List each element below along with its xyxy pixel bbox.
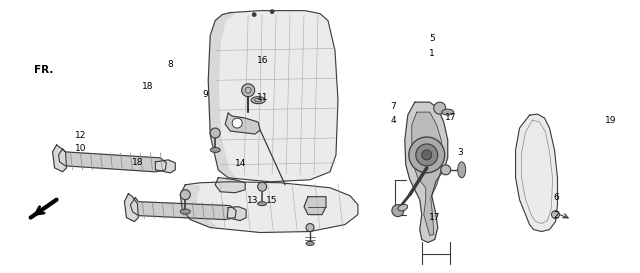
Polygon shape [215, 178, 245, 193]
Polygon shape [405, 102, 448, 242]
Text: 12: 12 [75, 131, 86, 140]
Text: 10: 10 [75, 144, 86, 153]
Ellipse shape [306, 241, 314, 245]
Text: 16: 16 [257, 56, 268, 65]
Text: 8: 8 [167, 60, 173, 69]
Text: 3: 3 [458, 148, 463, 157]
Polygon shape [52, 145, 67, 172]
Ellipse shape [442, 109, 454, 115]
Circle shape [434, 102, 445, 114]
Ellipse shape [398, 204, 408, 211]
Text: 18: 18 [142, 82, 154, 91]
Polygon shape [180, 182, 358, 233]
Ellipse shape [180, 209, 190, 214]
Circle shape [422, 150, 432, 160]
Circle shape [409, 137, 445, 173]
Polygon shape [131, 198, 236, 219]
Circle shape [552, 211, 559, 219]
Circle shape [258, 182, 267, 191]
Circle shape [270, 10, 274, 14]
Ellipse shape [251, 97, 265, 104]
Circle shape [416, 144, 438, 166]
Ellipse shape [458, 162, 466, 178]
Polygon shape [225, 113, 260, 134]
Text: 11: 11 [257, 93, 268, 102]
Text: 9: 9 [202, 90, 208, 99]
Polygon shape [180, 185, 215, 227]
Circle shape [180, 190, 190, 200]
Circle shape [210, 128, 220, 138]
Text: 13: 13 [247, 196, 259, 205]
Circle shape [306, 224, 314, 232]
Text: 1: 1 [429, 49, 435, 58]
Ellipse shape [258, 202, 267, 206]
Text: 6: 6 [554, 193, 559, 202]
Circle shape [441, 165, 451, 175]
Text: 2: 2 [554, 211, 559, 220]
Circle shape [392, 205, 404, 216]
Text: 4: 4 [390, 116, 396, 125]
Text: 17: 17 [445, 113, 457, 122]
Polygon shape [124, 194, 138, 222]
Text: 17: 17 [429, 213, 441, 222]
Polygon shape [208, 11, 338, 182]
Polygon shape [516, 114, 557, 232]
Circle shape [252, 13, 256, 17]
Polygon shape [59, 149, 166, 172]
Text: 15: 15 [266, 196, 278, 205]
Text: FR.: FR. [35, 65, 54, 75]
Circle shape [232, 118, 242, 128]
Ellipse shape [210, 147, 220, 152]
Polygon shape [208, 13, 235, 178]
Circle shape [242, 84, 255, 97]
Text: 5: 5 [429, 34, 435, 43]
Polygon shape [156, 160, 175, 173]
Text: 18: 18 [132, 158, 144, 167]
Polygon shape [304, 197, 326, 215]
Text: 19: 19 [605, 116, 616, 125]
Text: 7: 7 [390, 102, 396, 111]
Polygon shape [412, 112, 442, 236]
Polygon shape [227, 207, 246, 221]
Text: 14: 14 [234, 159, 246, 168]
